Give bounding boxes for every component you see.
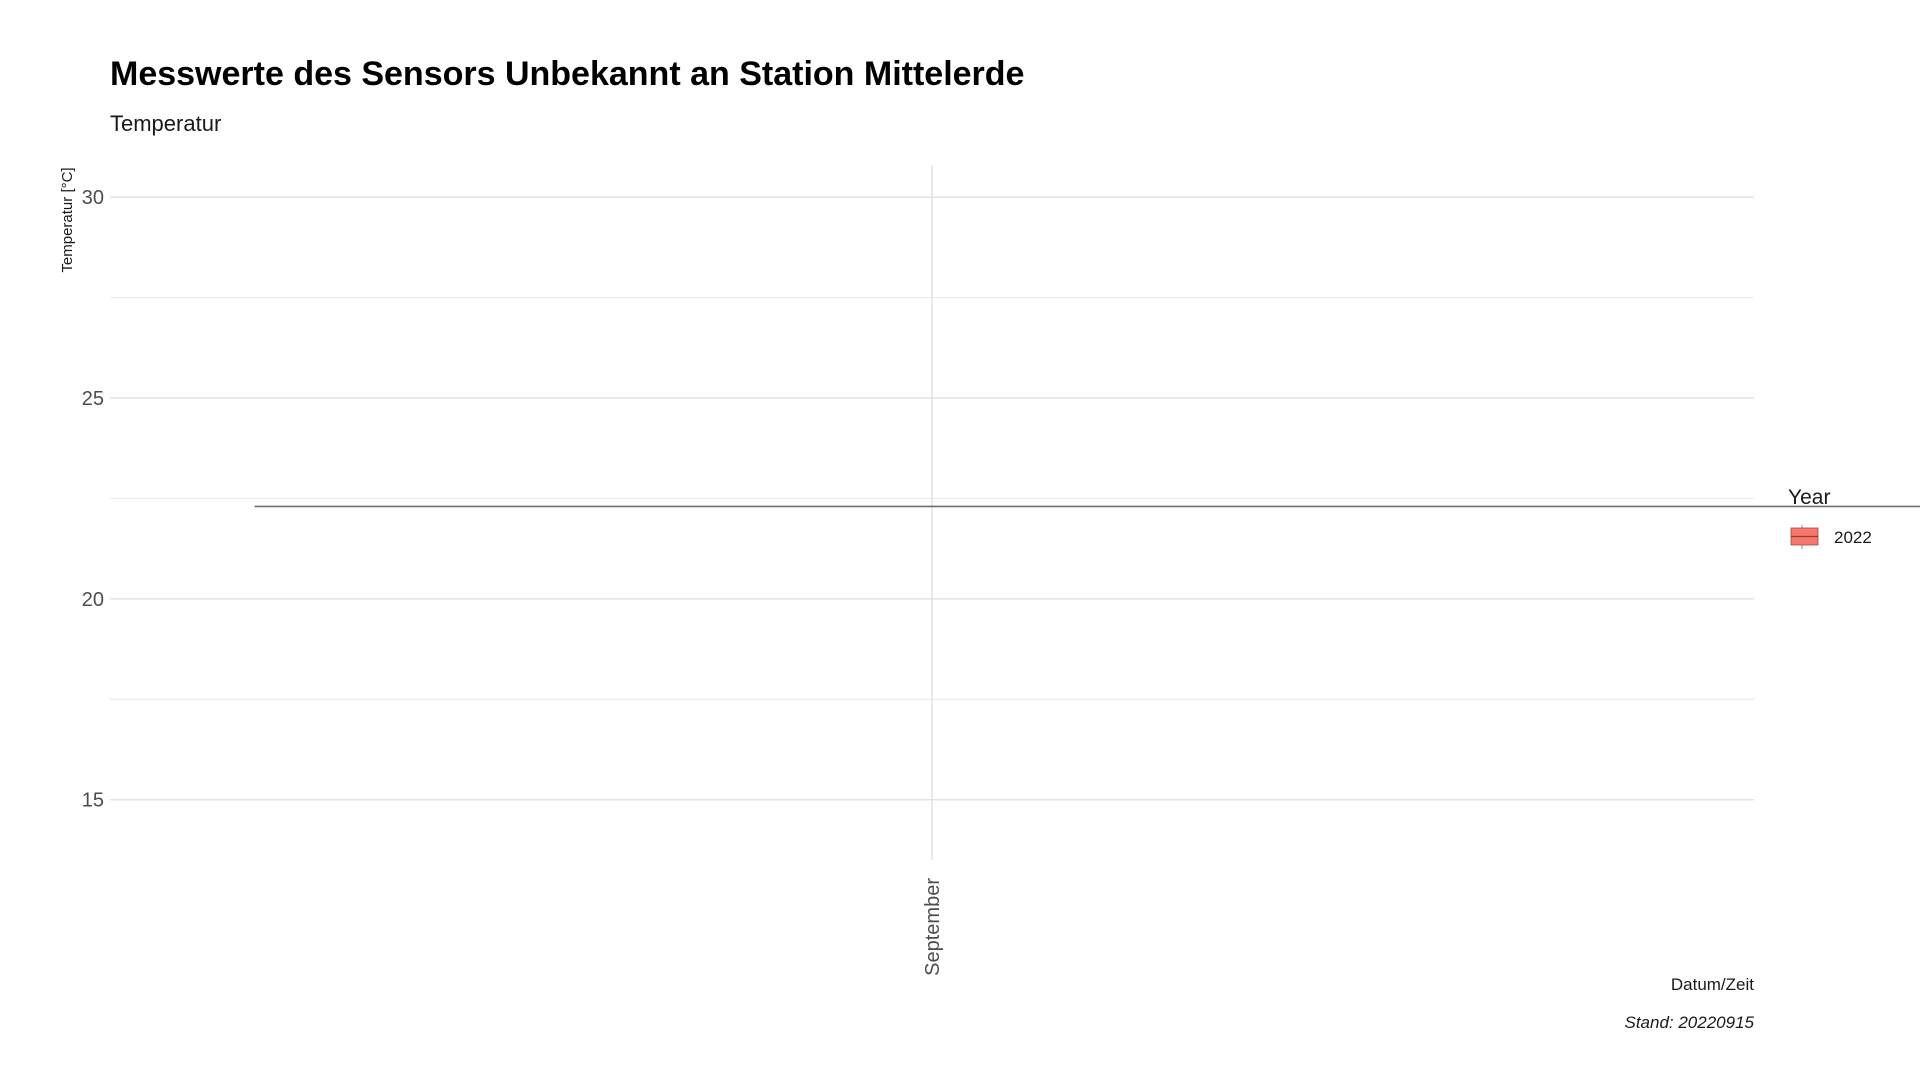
caption: Stand: 20220915 [1624, 1013, 1754, 1032]
x-axis-label: Datum/Zeit [1671, 975, 1754, 994]
chart-subtitle: Temperatur [110, 111, 221, 136]
legend: Year 2022 [1788, 486, 1872, 549]
y-tick-label: 25 [82, 388, 104, 410]
chart-title: Messwerte des Sensors Unbekannt an Stati… [110, 55, 1024, 93]
legend-key [1790, 525, 1819, 549]
legend-title: Year [1788, 486, 1830, 509]
legend-entries: 2022 [1790, 525, 1872, 549]
x-axis-ticks: September [922, 878, 944, 976]
grid [110, 165, 1754, 860]
y-tick-label: 20 [82, 589, 104, 611]
y-axis-label: Temperatur [°C] [59, 167, 76, 272]
legend-label: 2022 [1834, 528, 1872, 547]
y-tick-label: 15 [82, 790, 104, 812]
y-axis-ticks: 15 20 25 30 [82, 187, 104, 812]
y-tick-label: 30 [82, 187, 104, 209]
x-tick-label: September [922, 878, 944, 976]
